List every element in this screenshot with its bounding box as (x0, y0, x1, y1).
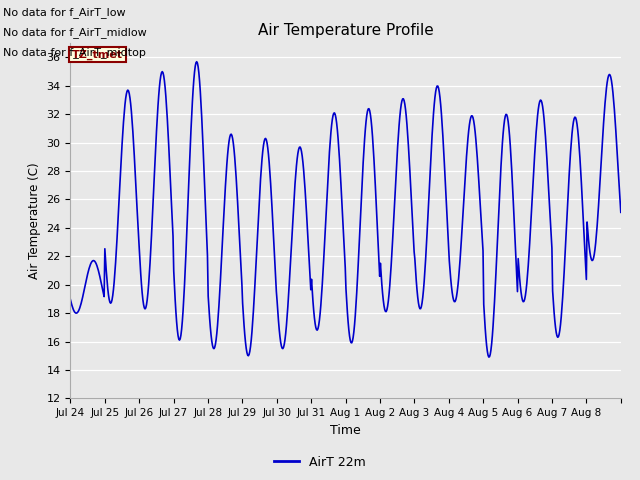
Y-axis label: Air Temperature (C): Air Temperature (C) (28, 163, 41, 279)
Title: Air Temperature Profile: Air Temperature Profile (258, 23, 433, 38)
X-axis label: Time: Time (330, 424, 361, 437)
Legend: AirT 22m: AirT 22m (269, 451, 371, 474)
Text: No data for f_AirT_midlow: No data for f_AirT_midlow (3, 27, 147, 38)
Text: No data for f_AirT_midtop: No data for f_AirT_midtop (3, 48, 146, 59)
Text: No data for f_AirT_low: No data for f_AirT_low (3, 7, 126, 18)
Text: TZ_tmet: TZ_tmet (72, 49, 123, 60)
